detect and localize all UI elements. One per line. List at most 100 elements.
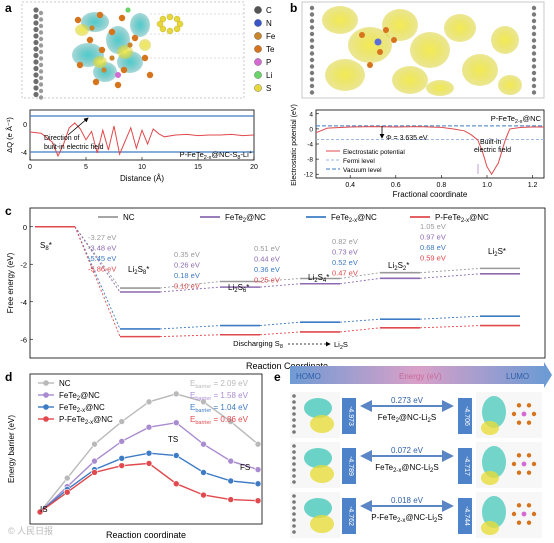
carbon-atom (292, 400, 296, 404)
carbon-atom (309, 83, 315, 89)
panel-a: a CN Fe Te P Li S 0 5 10 15 20 Distance (Å) ΔQ (e… (5, 1, 276, 183)
plot-b: 0.4 0.6 0.8 1.0 1.2 4 0 -4 -8 -12 Fractional coo… (291, 104, 545, 199)
field-label-line-1: Built-in (480, 139, 502, 146)
carbon-atom (531, 18, 537, 24)
x-tick-label: 15 (194, 164, 202, 171)
carbon-atom (33, 91, 39, 98)
data-point (200, 491, 207, 499)
data-point (145, 398, 153, 406)
energy-labels: -3.27 eV -3.48 eV-5.45 eV -5.86 eV 0.35 eV 0… (88, 222, 446, 291)
orbital-lobe (310, 465, 334, 483)
te-atom (146, 71, 154, 79)
lumo-value: -4.744 (463, 506, 470, 526)
energy-arrow-head (544, 362, 552, 388)
carbon-atom (33, 7, 39, 13)
p-atom (521, 511, 527, 517)
barrier-value: Ebarrier = 1.58 eV (190, 391, 249, 402)
carbon-atom (38, 17, 44, 22)
x-ticks: 0.4 0.6 0.8 1.0 1.2 (345, 175, 538, 189)
isosurface-blob (444, 14, 476, 42)
energy-value: 0.18 eV (174, 271, 200, 280)
system-label: P-FeTe2-x@NC-Li2S (371, 513, 442, 524)
legend-swatch (254, 58, 262, 66)
carbon-atom (292, 524, 296, 528)
orbital-lobe (482, 396, 506, 428)
carbon-atom (38, 82, 44, 87)
carbon-atom (531, 57, 537, 63)
carbon-atom (292, 500, 296, 504)
s-atom (176, 20, 184, 28)
panel-b: b 0.4 0.6 0.8 1.0 1.2 4 0 -4 -8 -12 Fractional c… (290, 1, 545, 199)
energy-value: 0.25 eV (254, 276, 280, 285)
species-labels: S8* Li2S8* Li2S6* Li2S4* Li2S2* Li2S* (40, 241, 506, 294)
gap-value: 0.273 eV (391, 396, 424, 405)
y-tick-label: -4 (20, 298, 27, 307)
te-atom (516, 520, 522, 525)
carbon-atom (292, 518, 296, 522)
carbon-atom (38, 88, 44, 94)
gap-value: 0.072 eV (391, 446, 424, 455)
carbon-atom (309, 31, 315, 37)
carbon-atom (309, 64, 315, 69)
legend-swatch (254, 32, 262, 40)
carbon-atom (292, 494, 296, 498)
data-point (118, 438, 126, 445)
carbon-atom (292, 456, 296, 460)
species-label: S8* (40, 241, 52, 252)
system-label: FeTe2@NC-Li2S (378, 413, 436, 424)
legend-b: Electrostatic potential Fermi level Vacu… (326, 149, 405, 174)
carbon-atom (309, 70, 315, 76)
isosurface-blob (130, 13, 150, 37)
legend-entry: P-FeTe2-x@NC (435, 213, 489, 224)
te-atom (526, 520, 532, 525)
te-atom (98, 46, 106, 54)
legend-entry: Vacuum level (343, 167, 382, 174)
carbon-atom (38, 43, 44, 48)
connector (339, 327, 381, 333)
system-label: P-FeTe2-x@NC-S8-Li+ (180, 150, 252, 161)
carbon-atom (33, 52, 39, 59)
s-atom (159, 25, 167, 33)
lumo-value: -4.717 (463, 456, 470, 476)
s-atom (173, 15, 181, 23)
data-point (200, 440, 207, 448)
legend-entry: FeTe2@NC (225, 213, 266, 224)
te-atom (76, 61, 84, 69)
isosurface-blob (325, 59, 365, 91)
x-tick-label: 10 (138, 164, 146, 171)
legend-entry: FeTe2-x@NC (331, 213, 377, 224)
te-atom (511, 461, 517, 467)
element-legend: CN Fe Te P Li S (254, 6, 276, 93)
carbon-atom (531, 44, 537, 50)
structure-image-a (21, 1, 245, 100)
isosurface-blob (426, 80, 454, 96)
x-axis-label: Reaction Coordinate (246, 361, 328, 371)
orbital-lobe (482, 446, 506, 478)
data-point (63, 474, 71, 482)
carbon-atom (531, 83, 537, 89)
te-atom (516, 470, 522, 475)
te-atom (526, 503, 532, 508)
data-point (91, 469, 98, 476)
legend-swatch (254, 71, 262, 79)
gap-value: 0.018 eV (391, 496, 424, 505)
y-tick-label: -4 (307, 142, 313, 149)
s-atom (173, 25, 181, 33)
carbon-atom (38, 75, 44, 81)
system-label: P-FeTe2-x@NC (491, 114, 542, 125)
legend-marker (43, 416, 49, 422)
carbon-atom (33, 39, 39, 46)
p-atom (115, 72, 121, 78)
energy-value: 0.73 eV (332, 248, 358, 257)
energy-value: 0.44 eV (254, 255, 280, 264)
carbon-atom (309, 12, 315, 17)
orbital-lobe (304, 498, 332, 518)
carbon-atom (38, 30, 44, 35)
te-atom (367, 62, 373, 68)
data-point (254, 466, 262, 473)
carbon-atom (309, 57, 315, 63)
data-point (227, 457, 235, 465)
data-point (36, 508, 44, 516)
homo-value-box (342, 498, 356, 534)
data-point (63, 488, 71, 496)
